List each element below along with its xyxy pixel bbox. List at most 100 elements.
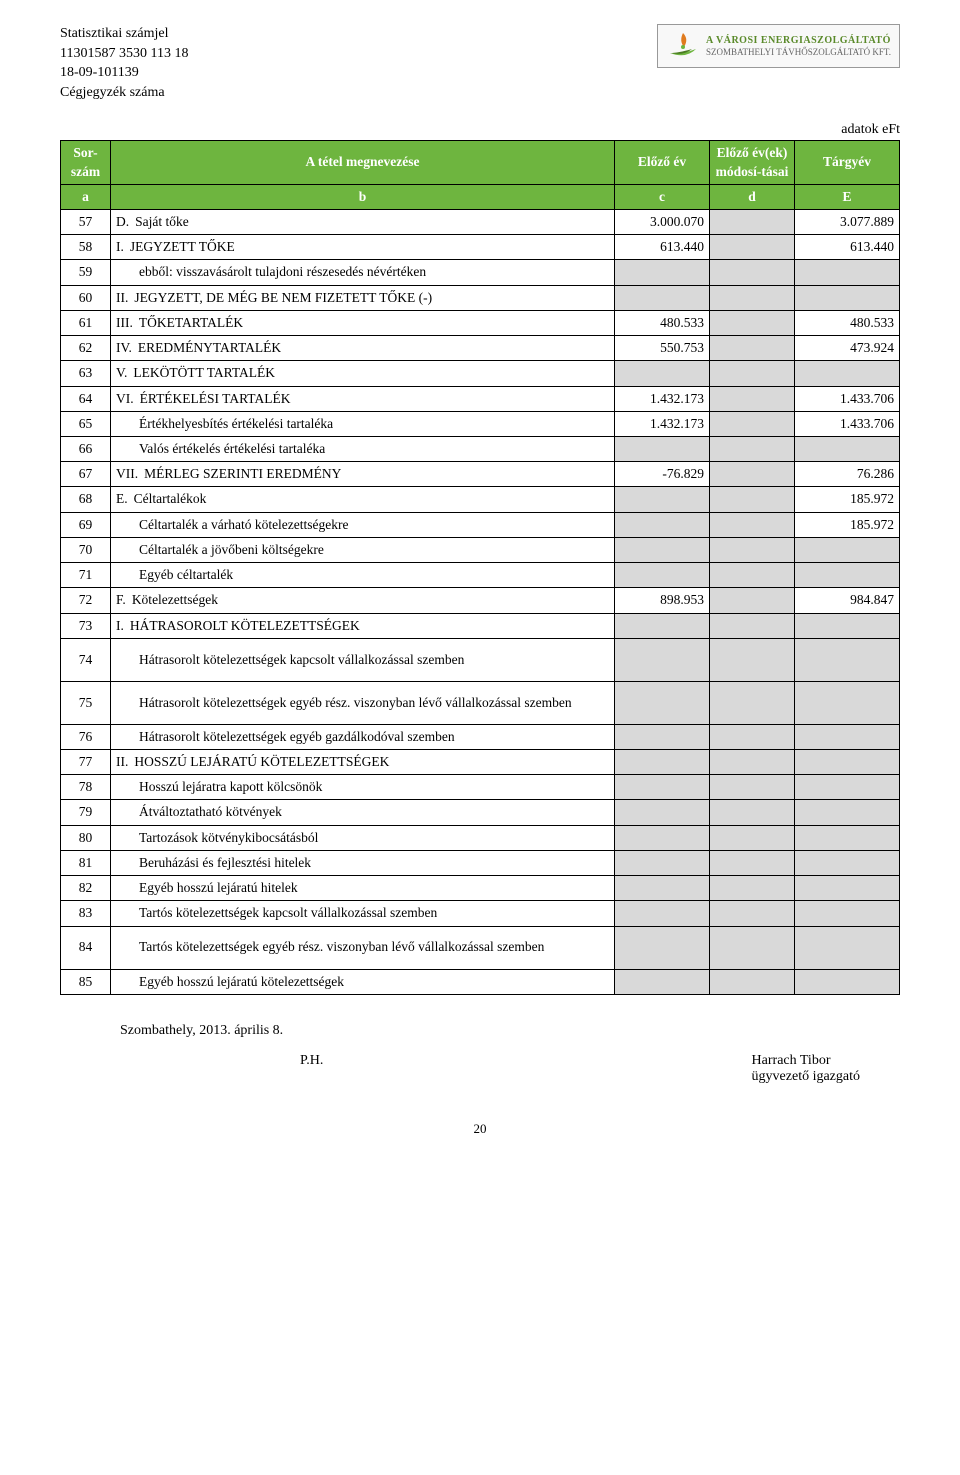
row-name: Egyéb hosszú lejáratú kötelezettségek: [111, 969, 615, 994]
stat-id-block: Statisztikai számjel 11301587 3530 113 1…: [60, 24, 188, 102]
prev-year-value: [615, 926, 710, 969]
table-row: 68E.Céltartalékok185.972: [61, 487, 900, 512]
prev-year-value: 613.440: [615, 235, 710, 260]
modif-value: [710, 411, 795, 436]
th-modos: Előző év(ek) módosí-tásai: [710, 141, 795, 184]
current-year-value: 185.972: [795, 512, 900, 537]
header-line2: 11301587 3530 113 18: [60, 44, 188, 64]
table-row: 65Értékhelyesbítés értékelési tartaléka1…: [61, 411, 900, 436]
prev-year-value: [615, 563, 710, 588]
logo-text-line1: A VÁROSI ENERGIASZOLGÁLTATÓ: [706, 35, 891, 47]
th-d: d: [710, 184, 795, 209]
prev-year-value: 3.000.070: [615, 210, 710, 235]
current-year-value: [795, 285, 900, 310]
place-date: Szombathely, 2013. április 8.: [120, 1023, 900, 1039]
row-prefix: II.: [116, 289, 128, 307]
row-name: I.HÁTRASOROLT KÖTELEZETTSÉGEK: [111, 613, 615, 638]
table-row: 76Hátrasorolt kötelezettségek egyéb gazd…: [61, 724, 900, 749]
row-prefix: D.: [116, 213, 129, 231]
row-title: Kötelezettségek: [132, 591, 218, 609]
current-year-value: 984.847: [795, 588, 900, 613]
row-name: Egyéb céltartalék: [111, 563, 615, 588]
row-name: Hátrasorolt kötelezettségek egyéb gazdál…: [111, 724, 615, 749]
current-year-value: [795, 638, 900, 681]
row-name: ebből: visszavásárolt tulajdoni részesed…: [111, 260, 615, 285]
header-line3: 18-09-101139: [60, 63, 188, 83]
row-title: TŐKETARTALÉK: [139, 314, 243, 332]
row-number: 81: [61, 850, 111, 875]
row-number: 65: [61, 411, 111, 436]
header-line4: Cégjegyzék száma: [60, 83, 188, 103]
prev-year-value: [615, 638, 710, 681]
modif-value: [710, 800, 795, 825]
row-number: 69: [61, 512, 111, 537]
row-name: II. JEGYZETT, DE MÉG BE NEM FIZETETT TŐKE…: [111, 285, 615, 310]
table-row: 72F.Kötelezettségek898.953984.847: [61, 588, 900, 613]
current-year-value: [795, 749, 900, 774]
row-number: 84: [61, 926, 111, 969]
company-logo: A VÁROSI ENERGIASZOLGÁLTATÓ SZOMBATHELYI…: [657, 24, 900, 68]
row-title: Tartós kötelezettségek egyéb rész. viszo…: [139, 938, 544, 956]
signature-block: Harrach Tibor ügyvezető igazgató: [752, 1053, 860, 1085]
table-row: 78Hosszú lejáratra kapott kölcsönök: [61, 775, 900, 800]
row-title: Egyéb céltartalék: [139, 566, 233, 584]
row-prefix: V.: [116, 364, 127, 382]
table-row: 59ebből: visszavásárolt tulajdoni részes…: [61, 260, 900, 285]
modif-value: [710, 336, 795, 361]
modif-value: [710, 638, 795, 681]
row-name: IV.EREDMÉNYTARTALÉK: [111, 336, 615, 361]
row-name: I.JEGYZETT TŐKE: [111, 235, 615, 260]
prev-year-value: 898.953: [615, 588, 710, 613]
th-megnev: A tétel megnevezése: [111, 141, 615, 184]
table-row: 74Hátrasorolt kötelezettségek kapcsolt v…: [61, 638, 900, 681]
modif-value: [710, 437, 795, 462]
current-year-value: [795, 876, 900, 901]
table-row: 64VI.ÉRTÉKELÉSI TARTALÉK1.432.1731.433.7…: [61, 386, 900, 411]
balance-table: Sor- szám A tétel megnevezése Előző év E…: [60, 140, 900, 994]
table-row: 67VII.MÉRLEG SZERINTI EREDMÉNY-76.82976.…: [61, 462, 900, 487]
th-elozo: Előző év: [615, 141, 710, 184]
current-year-value: [795, 361, 900, 386]
modif-value: [710, 681, 795, 724]
row-prefix: IV.: [116, 339, 132, 357]
modif-value: [710, 260, 795, 285]
row-number: 61: [61, 310, 111, 335]
current-year-value: [795, 800, 900, 825]
logo-text: A VÁROSI ENERGIASZOLGÁLTATÓ SZOMBATHELYI…: [706, 35, 891, 58]
row-number: 64: [61, 386, 111, 411]
prev-year-value: [615, 681, 710, 724]
table-row: 81 Beruházási és fejlesztési hitelek: [61, 850, 900, 875]
table-row: 61III.TŐKETARTALÉK480.533480.533: [61, 310, 900, 335]
prev-year-value: [615, 724, 710, 749]
row-title: Beruházási és fejlesztési hitelek: [139, 854, 311, 872]
modif-value: [710, 926, 795, 969]
row-name: Valós értékelés értékelési tartaléka: [111, 437, 615, 462]
prev-year-value: [615, 800, 710, 825]
row-name: Tartós kötelezettségek kapcsolt vállalko…: [111, 901, 615, 926]
row-title: JEGYZETT, DE MÉG BE NEM FIZETETT TŐKE (-…: [134, 289, 432, 307]
table-row: 66Valós értékelés értékelési tartaléka: [61, 437, 900, 462]
logo-text-line2: SZOMBATHELYI TÁVHŐSZOLGÁLTATÓ KFT.: [706, 47, 891, 58]
row-number: 73: [61, 613, 111, 638]
th-targy: Tárgyév: [795, 141, 900, 184]
current-year-value: [795, 613, 900, 638]
row-title: ebből: visszavásárolt tulajdoni részesed…: [139, 263, 426, 281]
row-name: Céltartalék a várható kötelezettségekre: [111, 512, 615, 537]
row-title: LEKÖTÖTT TARTALÉK: [133, 364, 275, 382]
modif-value: [710, 876, 795, 901]
row-title: HOSSZÚ LEJÁRATÚ KÖTELEZETTSÉGEK: [134, 753, 389, 771]
row-number: 68: [61, 487, 111, 512]
row-number: 78: [61, 775, 111, 800]
row-name: V. LEKÖTÖTT TARTALÉK: [111, 361, 615, 386]
row-title: Hátrasorolt kötelezettségek egyéb gazdál…: [139, 728, 455, 746]
row-name: D.Saját tőke: [111, 210, 615, 235]
row-number: 70: [61, 537, 111, 562]
row-title: Hátrasorolt kötelezettségek kapcsolt vál…: [139, 651, 464, 669]
table-row: 77II.HOSSZÚ LEJÁRATÚ KÖTELEZETTSÉGEK: [61, 749, 900, 774]
modif-value: [710, 310, 795, 335]
row-name: Tartós kötelezettségek egyéb rész. viszo…: [111, 926, 615, 969]
table-row: 58I.JEGYZETT TŐKE613.440613.440: [61, 235, 900, 260]
row-number: 82: [61, 876, 111, 901]
row-number: 60: [61, 285, 111, 310]
prev-year-value: [615, 775, 710, 800]
